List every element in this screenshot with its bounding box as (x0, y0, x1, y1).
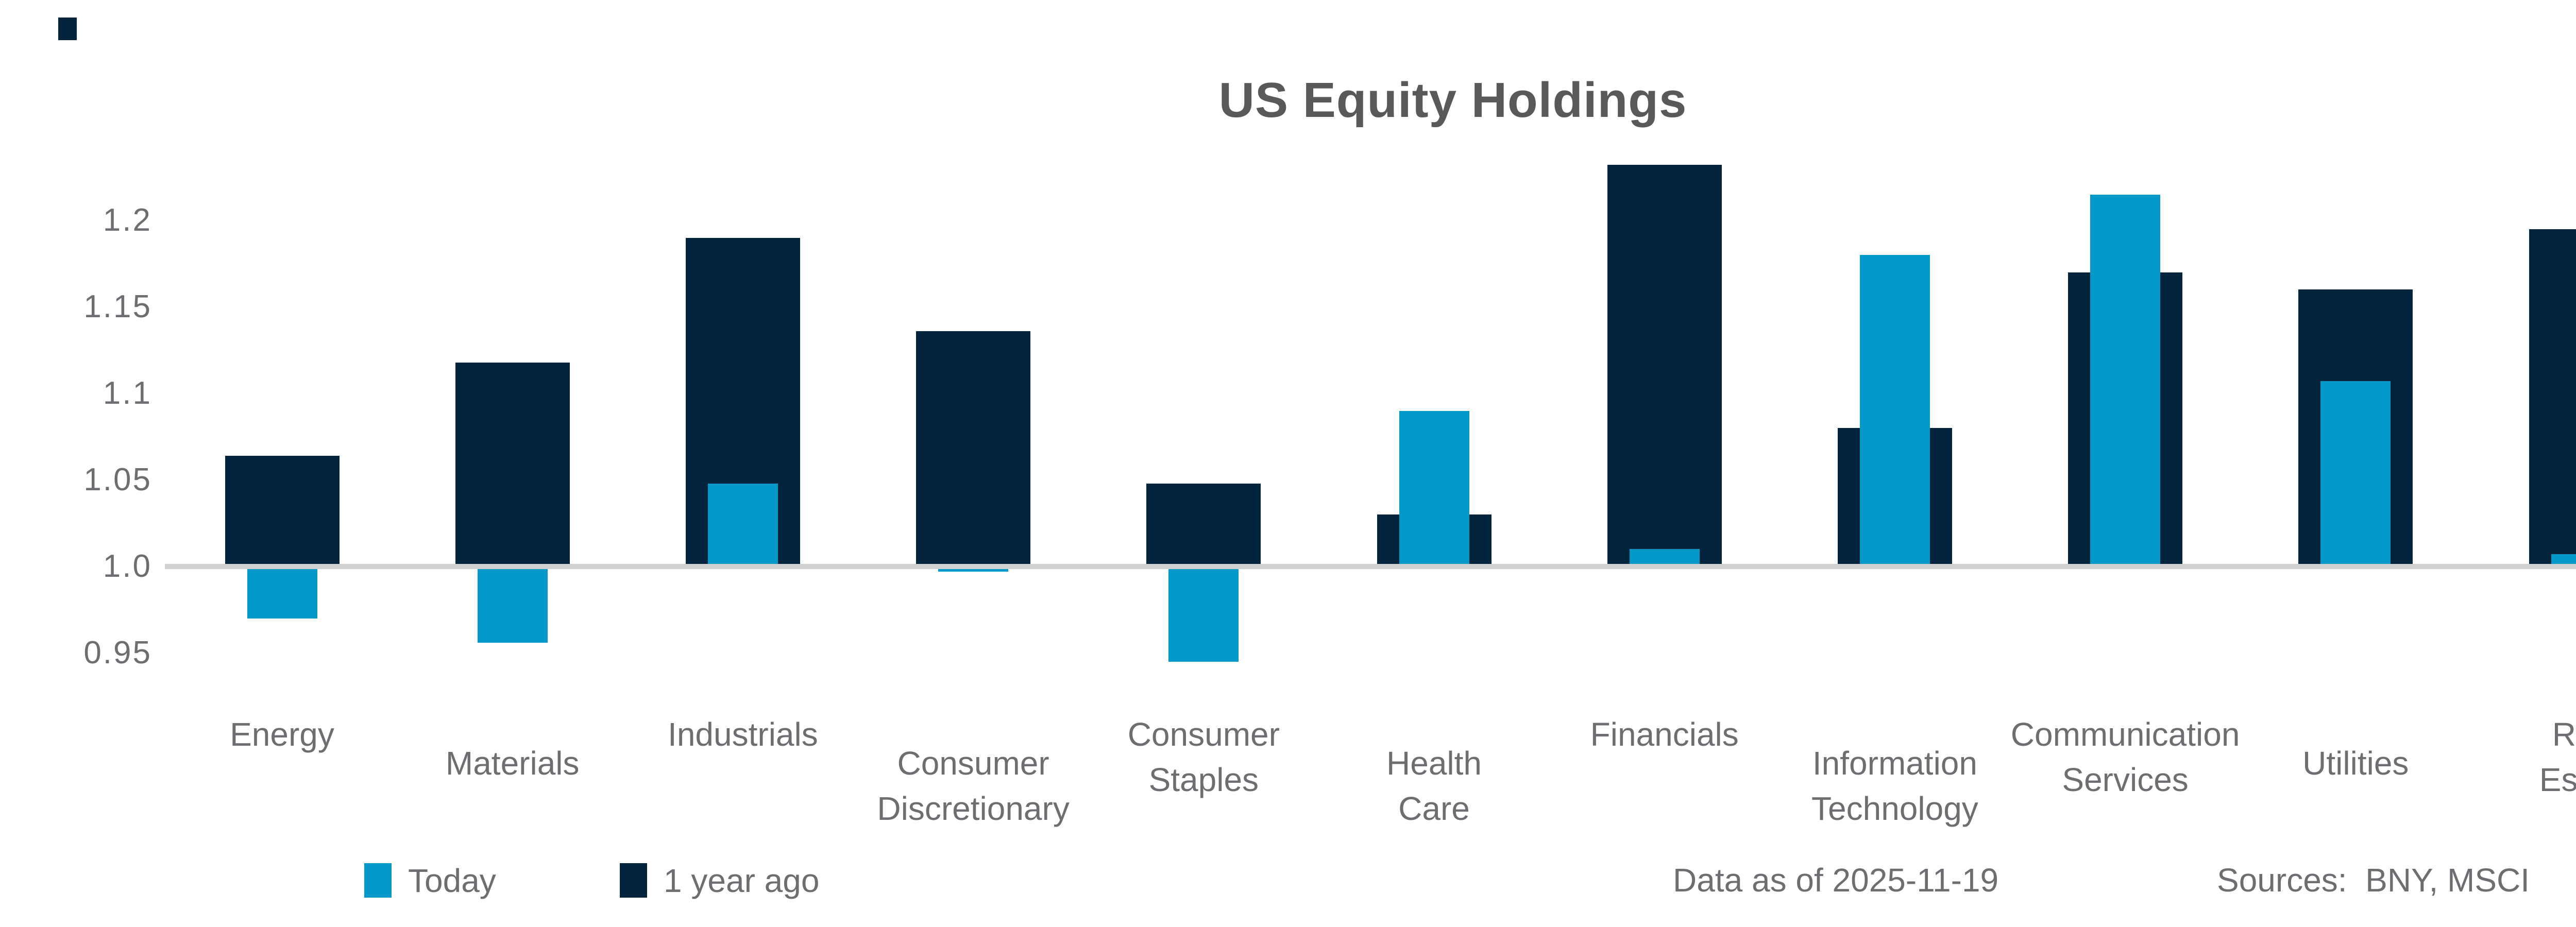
category-label-energy: Energy (230, 716, 334, 753)
bar-today-utilities (2320, 381, 2391, 566)
legend-item-today: Today (364, 862, 496, 899)
bar-today-materials (477, 566, 548, 643)
bar-1-year-ago-real-estate (2529, 229, 2576, 566)
bar-1-year-ago-energy (225, 455, 340, 566)
legend-label-1-year-ago: 1 year ago (664, 862, 820, 899)
corner-logo-fragment (58, 18, 77, 40)
category-label-information-technology: Information Technology (1811, 745, 1978, 827)
bar-today-information-technology (1859, 255, 1930, 566)
category-label-real-estate: Real Estate (2539, 716, 2576, 798)
category-label-financials: Financials (1590, 716, 1739, 753)
y-tick-0.95: 0.95 (83, 635, 152, 671)
sources-note: Sources: BNY, MSCI (2217, 862, 2530, 899)
bar-today-health-care (1399, 410, 1469, 566)
bar-1-year-ago-materials (455, 362, 570, 566)
legend-label-today: Today (408, 862, 496, 899)
x-axis-baseline (165, 564, 2576, 569)
legend-item-1-year-ago: 1 year ago (620, 862, 820, 899)
category-label-consumer-staples: Consumer Staples (1127, 716, 1280, 798)
bar-today-real-estate (2551, 554, 2576, 566)
y-tick-1.15: 1.15 (83, 289, 152, 324)
bar-today-communication-services (2090, 194, 2161, 566)
bar-today-energy (247, 566, 317, 619)
legend-swatch-today (364, 863, 392, 898)
y-tick-1.05: 1.05 (83, 462, 152, 497)
legend-swatch-1-year-ago (620, 863, 647, 898)
bar-1-year-ago-consumer-staples (1146, 483, 1261, 566)
bar-today-financials (1629, 549, 1700, 566)
category-label-industrials: Industrials (668, 716, 818, 753)
category-label-consumer-discretionary: Consumer Discretionary (877, 745, 1070, 827)
bar-1-year-ago-consumer-discretionary (916, 331, 1031, 566)
bar-today-consumer-staples (1168, 566, 1239, 662)
bar-1-year-ago-financials (1607, 165, 1722, 566)
category-label-communication-services: Communication Services (2010, 716, 2240, 798)
y-tick-1.0: 1.0 (103, 548, 152, 584)
y-tick-1.2: 1.2 (103, 202, 152, 238)
data-as-of-note: Data as of 2025-11-19 (1673, 862, 1999, 899)
bar-today-consumer-discretionary (938, 566, 1009, 572)
category-label-health-care: Health Care (1386, 745, 1482, 827)
chart-title: US Equity Holdings (1218, 73, 1687, 128)
y-tick-1.1: 1.1 (103, 375, 152, 411)
bar-today-industrials (707, 483, 778, 566)
category-label-materials: Materials (445, 745, 580, 782)
category-label-utilities: Utilities (2302, 745, 2409, 782)
